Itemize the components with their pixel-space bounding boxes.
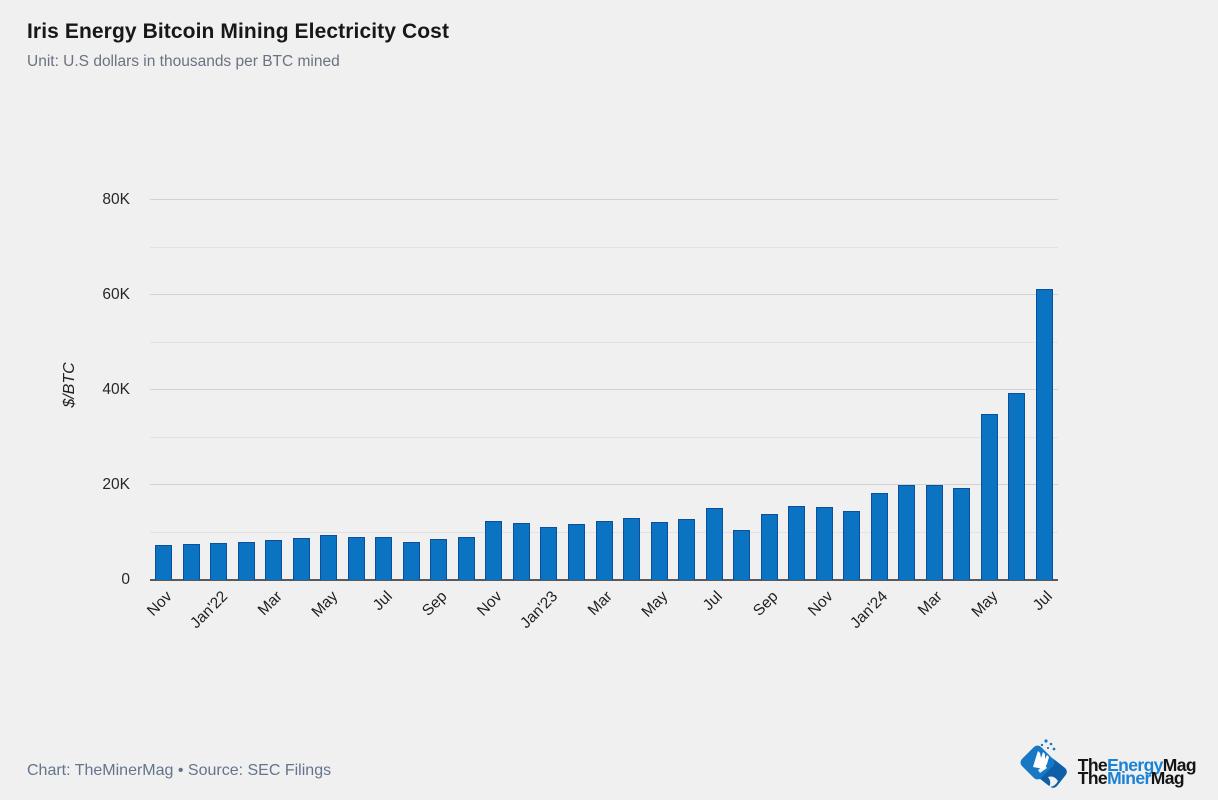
wordmark-line-energy: TheEnergyMag: [1077, 754, 1197, 775]
bar-Apr'23[interactable]: [623, 517, 640, 580]
x-tick-Jan'22: Jan'22: [186, 588, 231, 632]
y-tick-40K: 40K: [102, 381, 130, 398]
gridline-30k: [150, 436, 1058, 438]
bar-Jan'24[interactable]: [870, 493, 888, 580]
x-tick-May: May: [968, 588, 1002, 621]
bar-Jul'22[interactable]: [375, 537, 393, 580]
y-tick-20K: 20K: [102, 476, 130, 493]
bar-May'23[interactable]: [650, 521, 668, 580]
y-axis-tick-labels: 0 20K 40K 60K 80K: [0, 191, 140, 588]
bar-Apr'22[interactable]: [292, 538, 310, 580]
x-axis-line: [150, 579, 1058, 581]
gridline-50k: [150, 341, 1058, 343]
bar-Dec'23[interactable]: [843, 511, 861, 580]
bar-Jul'24[interactable]: [1035, 288, 1053, 580]
x-tick-Nov: Nov: [804, 588, 837, 620]
bar-Jun'22[interactable]: [347, 537, 365, 580]
y-tick-0: 0: [121, 571, 130, 588]
bar-Oct'23[interactable]: [788, 505, 806, 580]
x-tick-Jan'24: Jan'24: [847, 588, 892, 632]
bar-Nov'23[interactable]: [815, 507, 833, 580]
bar-Jan'22[interactable]: [210, 543, 228, 580]
x-tick-Sep: Sep: [749, 588, 782, 620]
x-tick-Mar: Mar: [254, 588, 286, 619]
bar-Mar'24[interactable]: [925, 485, 943, 580]
bar-May'24[interactable]: [980, 413, 998, 580]
publisher-wordmark: TheEnergyMag TheMinerMag: [1077, 747, 1197, 788]
x-tick-Mar: Mar: [915, 588, 947, 619]
bar-Sep'22[interactable]: [430, 538, 448, 580]
bar-May'22[interactable]: [320, 535, 338, 580]
publisher-logo: TheEnergyMag TheMinerMag: [1018, 737, 1197, 795]
bar-Jul'23[interactable]: [705, 507, 723, 580]
x-tick-May: May: [638, 588, 672, 621]
plot-area: [150, 199, 1058, 581]
chart-header: Iris Energy Bitcoin Mining Electricity C…: [27, 20, 449, 71]
bar-Sep'23[interactable]: [760, 514, 778, 580]
bar-Mar'22[interactable]: [265, 540, 283, 580]
gridline-60k: [150, 294, 1058, 295]
x-axis-tick-labels: Nov Jan'22 Mar May Jul Sep Nov Jan'23 Mar May Jul S…: [144, 588, 1058, 678]
bar-Aug'23[interactable]: [733, 530, 751, 580]
page-title: Iris Energy Bitcoin Mining Electricity C…: [27, 20, 450, 43]
bar-Jan'23[interactable]: [540, 526, 558, 580]
gridline-40k: [150, 389, 1058, 390]
x-tick-Jul: Jul: [369, 588, 396, 615]
gridline-80k: [150, 199, 1058, 200]
bar-Aug'22[interactable]: [402, 542, 420, 580]
bar-Nov'21[interactable]: [155, 545, 173, 580]
y-tick-80K: 80K: [102, 191, 130, 208]
bar-Dec'22[interactable]: [512, 522, 530, 580]
bar-Apr'24[interactable]: [953, 487, 971, 580]
x-tick-Jul: Jul: [700, 588, 727, 615]
bar-Oct'22[interactable]: [457, 536, 475, 580]
gridline-70k: [150, 246, 1058, 248]
gridline-20k: [150, 484, 1058, 485]
x-tick-Nov: Nov: [144, 588, 176, 620]
x-tick-Nov: Nov: [474, 588, 506, 620]
bar-Feb'23[interactable]: [567, 524, 585, 580]
bar-Dec'21[interactable]: [182, 543, 200, 580]
bar-Jun'23[interactable]: [678, 519, 696, 580]
x-tick-Jan'23: Jan'23: [517, 588, 562, 632]
source-credit: Chart: TheMinerMag • Source: SEC Filings: [27, 762, 332, 779]
x-tick-May: May: [308, 588, 341, 621]
miner-fist-diamond-icon: [1020, 739, 1067, 788]
wordmark-line-miner: TheMinerMag: [1077, 768, 1185, 788]
bar-Nov'22[interactable]: [485, 521, 503, 580]
bar-Feb'22[interactable]: [237, 542, 255, 580]
x-tick-Jul: Jul: [1030, 588, 1057, 615]
page-subtitle: Unit: U.S dollars in thousands per BTC m…: [27, 53, 340, 70]
y-tick-60K: 60K: [102, 286, 130, 303]
x-tick-Mar: Mar: [585, 588, 617, 619]
bar-Jun'24[interactable]: [1008, 393, 1026, 580]
bar-Mar'23[interactable]: [595, 521, 613, 580]
x-tick-Sep: Sep: [419, 588, 451, 620]
bar-Feb'24[interactable]: [898, 485, 916, 580]
